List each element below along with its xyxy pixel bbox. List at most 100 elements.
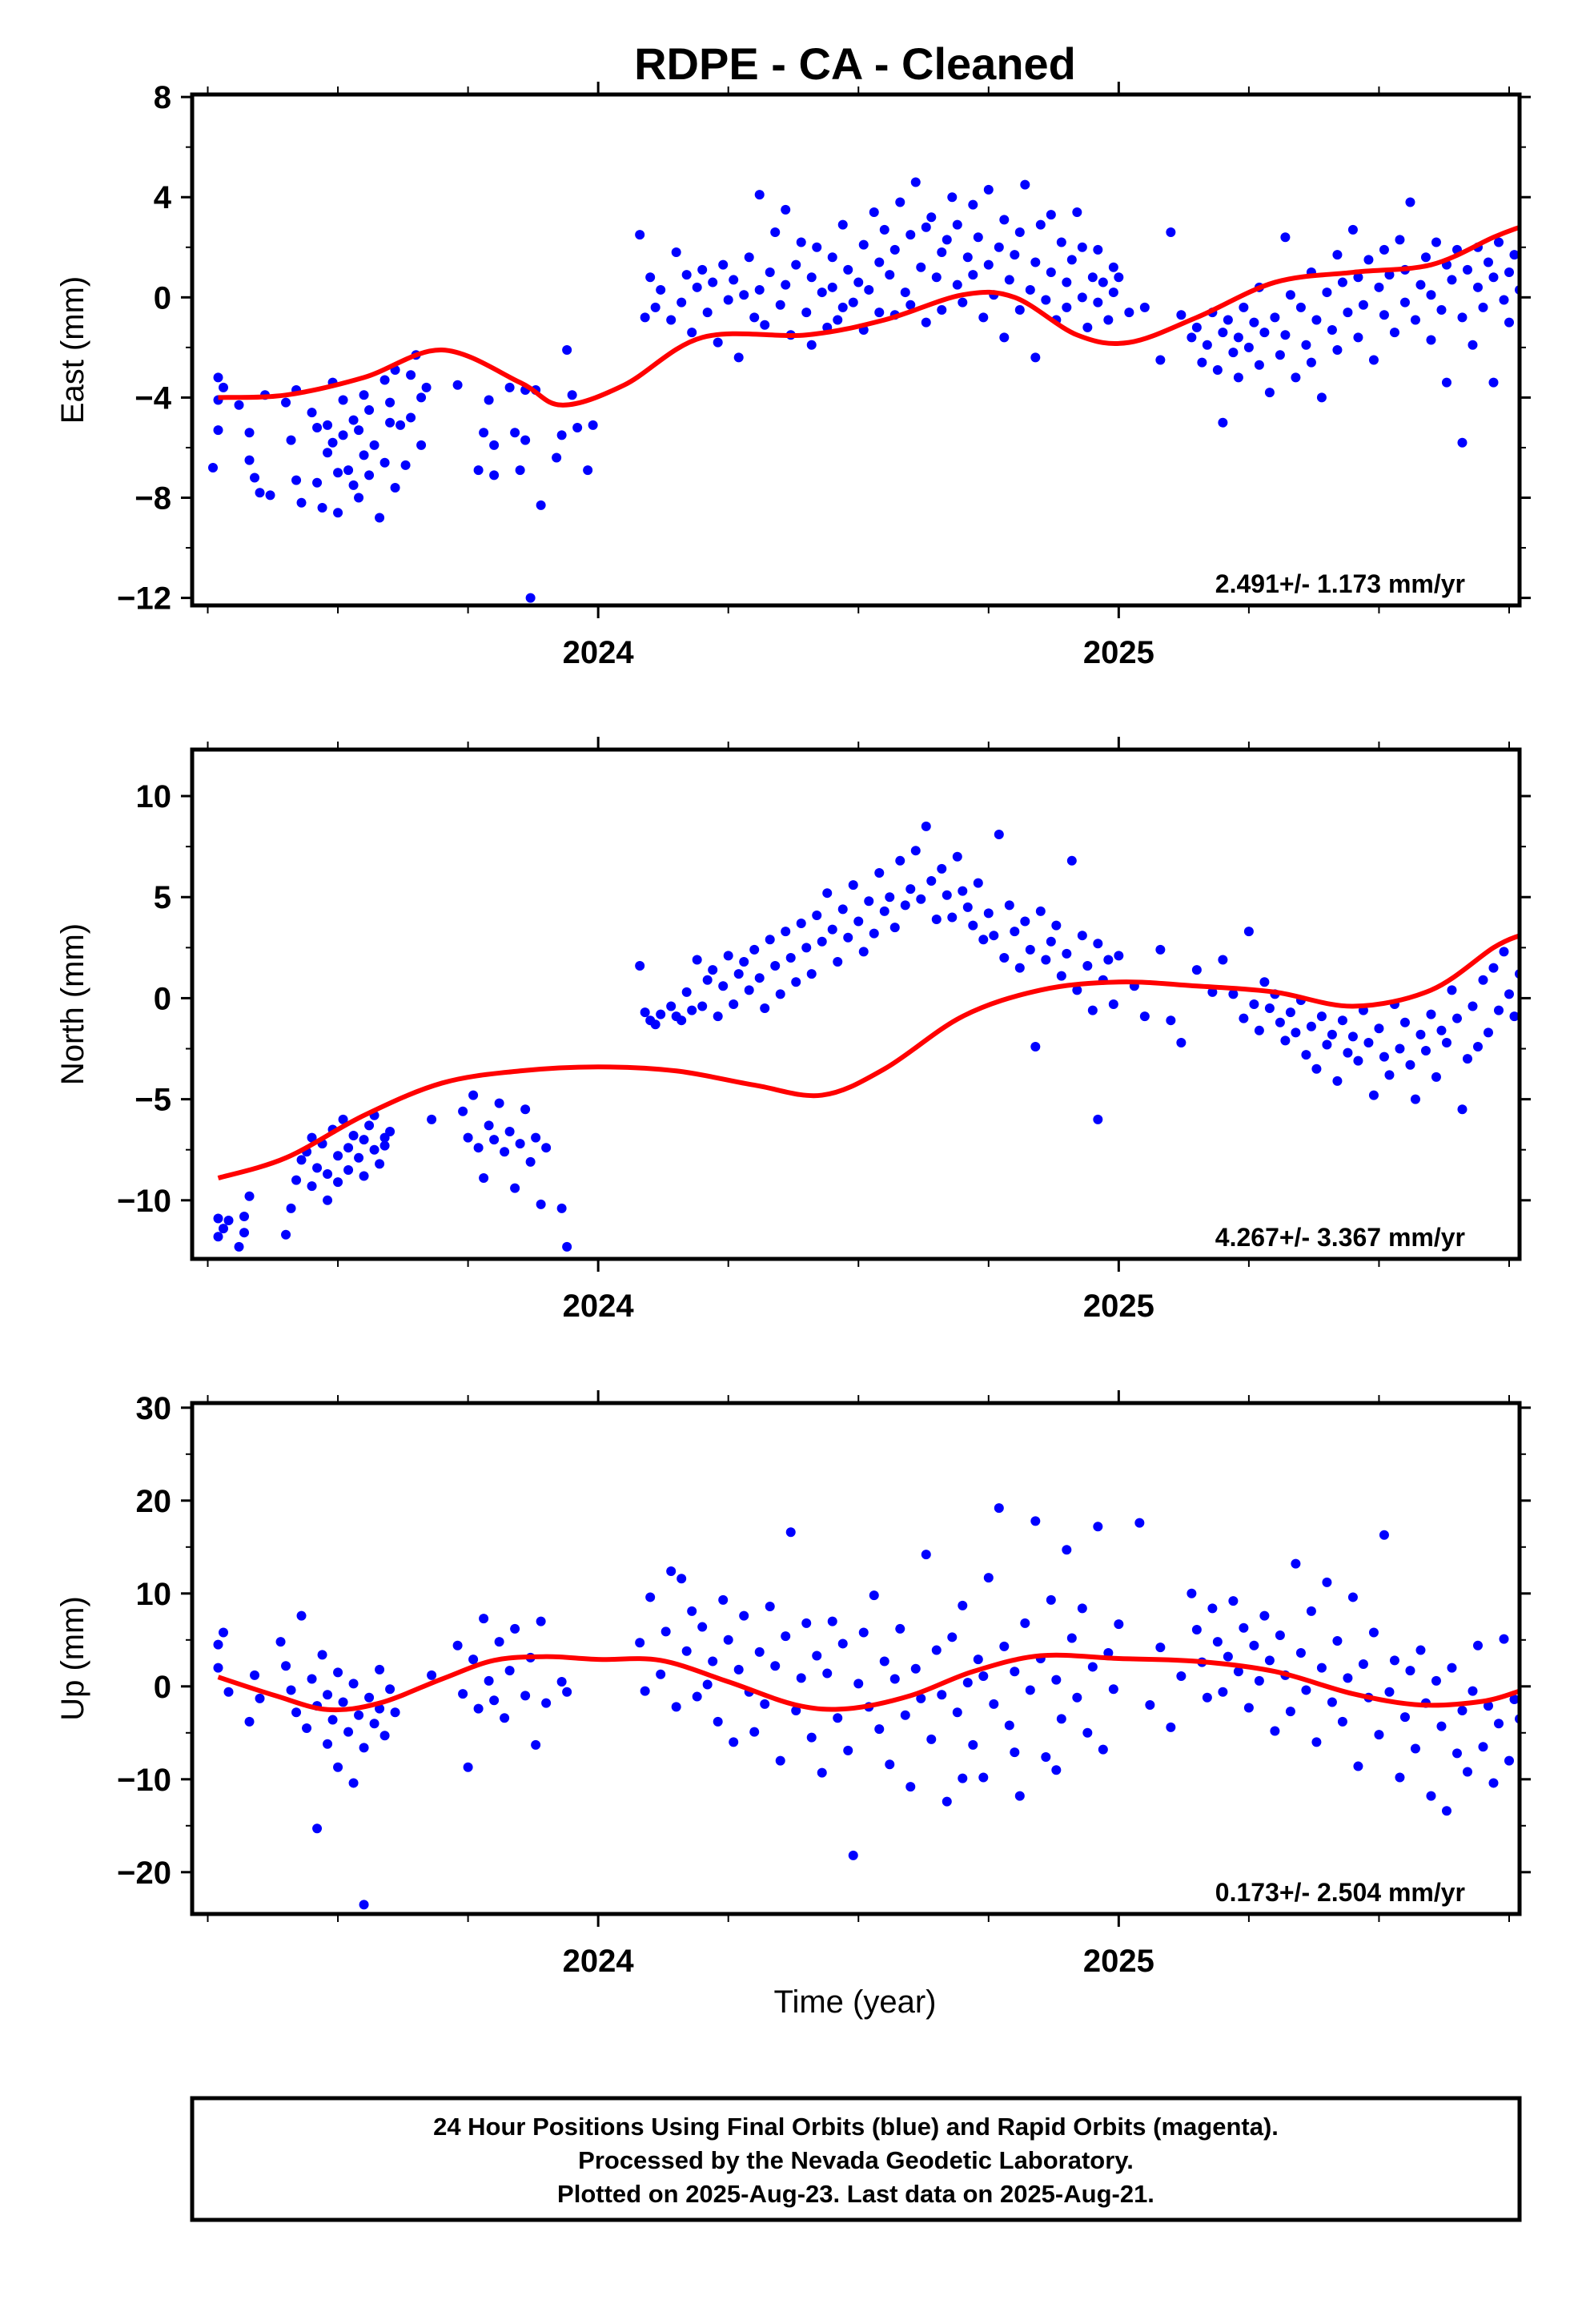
- final-orbit-point: [645, 272, 656, 283]
- final-orbit-point: [1108, 1684, 1118, 1695]
- final-orbit-point: [765, 1602, 775, 1612]
- final-orbit-point: [364, 1692, 375, 1703]
- final-orbit-point: [1426, 335, 1436, 345]
- final-orbit-point: [885, 1759, 895, 1770]
- final-orbit-point: [359, 1171, 369, 1181]
- final-orbit-point: [1374, 1023, 1384, 1034]
- final-orbit-point: [1452, 1013, 1462, 1023]
- final-orbit-point: [359, 390, 369, 400]
- final-orbit-point: [369, 440, 379, 450]
- final-orbit-point: [973, 878, 983, 888]
- model-curve: [218, 224, 1520, 408]
- velocity-rate-label: 0.173+/- 2.504 mm/yr: [1215, 1878, 1465, 1907]
- final-orbit-point: [874, 257, 885, 267]
- final-orbit-point: [1066, 855, 1077, 866]
- final-orbit-point: [1103, 315, 1114, 325]
- final-orbit-point: [1056, 237, 1066, 247]
- final-orbit-point: [781, 927, 791, 937]
- final-orbit-point: [479, 428, 489, 438]
- final-orbit-point: [1249, 999, 1259, 1009]
- final-orbit-point: [1343, 1673, 1353, 1683]
- final-orbit-point: [1410, 1743, 1420, 1754]
- final-orbit-point: [520, 435, 531, 445]
- final-orbit-point: [1493, 1005, 1504, 1015]
- final-orbit-point: [1379, 1530, 1389, 1540]
- final-orbit-point: [494, 1637, 504, 1647]
- final-orbit-point: [739, 290, 749, 300]
- x-tick-label: 2024: [563, 1289, 635, 1324]
- final-orbit-point: [536, 1199, 546, 1209]
- final-orbit-point: [1395, 235, 1405, 245]
- final-orbit-point: [729, 275, 739, 285]
- final-orbit-point: [239, 1212, 250, 1221]
- final-orbit-point: [1306, 1021, 1316, 1031]
- final-orbit-point: [1166, 1015, 1176, 1026]
- final-orbit-point: [718, 981, 729, 991]
- final-orbit-point: [1077, 242, 1087, 252]
- final-orbit-point: [385, 417, 396, 428]
- final-orbit-point: [400, 460, 411, 470]
- final-orbit-point: [775, 1755, 785, 1766]
- final-orbit-point: [1353, 272, 1363, 283]
- x-tick-label: 2024: [563, 1944, 635, 1979]
- final-orbit-point: [369, 1144, 379, 1155]
- final-orbit-point: [833, 1713, 843, 1723]
- final-orbit-point: [848, 880, 858, 891]
- model-curve: [217, 1652, 1520, 1713]
- final-orbit-point: [333, 468, 343, 478]
- final-orbit-point: [921, 1550, 931, 1560]
- final-orbit-point: [843, 264, 853, 275]
- final-orbit-point: [739, 1610, 749, 1621]
- final-orbit-point: [531, 1739, 541, 1750]
- final-orbit-point: [1134, 1518, 1145, 1528]
- final-orbit-point: [926, 1734, 937, 1744]
- final-orbit-point: [708, 1656, 718, 1667]
- final-orbit-point: [1275, 1630, 1285, 1640]
- final-orbit-point: [484, 1675, 494, 1686]
- x-axis-label: Time (year): [774, 1984, 937, 2020]
- data-points: [213, 821, 1520, 1252]
- final-orbit-point: [1259, 977, 1270, 987]
- final-orbit-point: [895, 1623, 905, 1634]
- final-orbit-point: [510, 1623, 520, 1634]
- footer-line-1: 24 Hour Positions Using Final Orbits (bl…: [433, 2113, 1279, 2141]
- final-orbit-point: [781, 1631, 791, 1642]
- final-orbit-point: [427, 1670, 437, 1680]
- velocity-rate-label: 4.267+/- 3.367 mm/yr: [1215, 1223, 1465, 1252]
- final-orbit-point: [1483, 1701, 1493, 1711]
- final-orbit-point: [744, 252, 754, 263]
- panel-north: 10 5 0 −5 −10 2024 2025 North (mm) 4.267+/- 3.36…: [55, 737, 1531, 1324]
- final-orbit-point: [1233, 372, 1243, 383]
- y-tick-label: 4: [154, 180, 172, 215]
- y-tick-label: −5: [135, 1083, 171, 1118]
- final-orbit-point: [1103, 955, 1114, 965]
- final-orbit-point: [338, 430, 348, 440]
- final-orbit-point: [307, 1181, 317, 1192]
- final-orbit-point: [1041, 295, 1051, 305]
- final-orbit-point: [760, 320, 770, 330]
- final-orbit-point: [1291, 372, 1301, 383]
- final-orbit-point: [1368, 355, 1379, 365]
- x-tick-label: 2025: [1083, 1289, 1154, 1324]
- final-orbit-point: [921, 821, 931, 831]
- final-orbit-point: [983, 908, 994, 919]
- final-orbit-point: [1041, 955, 1051, 965]
- final-orbit-point: [671, 1702, 681, 1712]
- y-tick-label: 0: [154, 981, 171, 1016]
- final-orbit-point: [1243, 342, 1254, 352]
- final-orbit-point: [848, 1850, 858, 1860]
- final-orbit-point: [1462, 1767, 1472, 1777]
- final-orbit-point: [234, 1241, 244, 1252]
- panels: 8 4 0 −4 −8 −12 2024 2025 East (mm) 2.491+/- 1.17…: [55, 80, 1531, 1979]
- final-orbit-point: [348, 415, 359, 425]
- final-orbit-point: [1301, 340, 1311, 350]
- model-curve: [217, 933, 1520, 1180]
- final-orbit-point: [1374, 1730, 1384, 1740]
- final-orbit-point: [1483, 1027, 1493, 1038]
- final-orbit-point: [302, 1723, 312, 1733]
- final-orbit-point: [1176, 1671, 1186, 1682]
- final-orbit-point: [1010, 250, 1020, 260]
- final-orbit-point: [822, 888, 833, 899]
- final-orbit-point: [1332, 1635, 1343, 1646]
- final-orbit-point: [989, 1699, 999, 1709]
